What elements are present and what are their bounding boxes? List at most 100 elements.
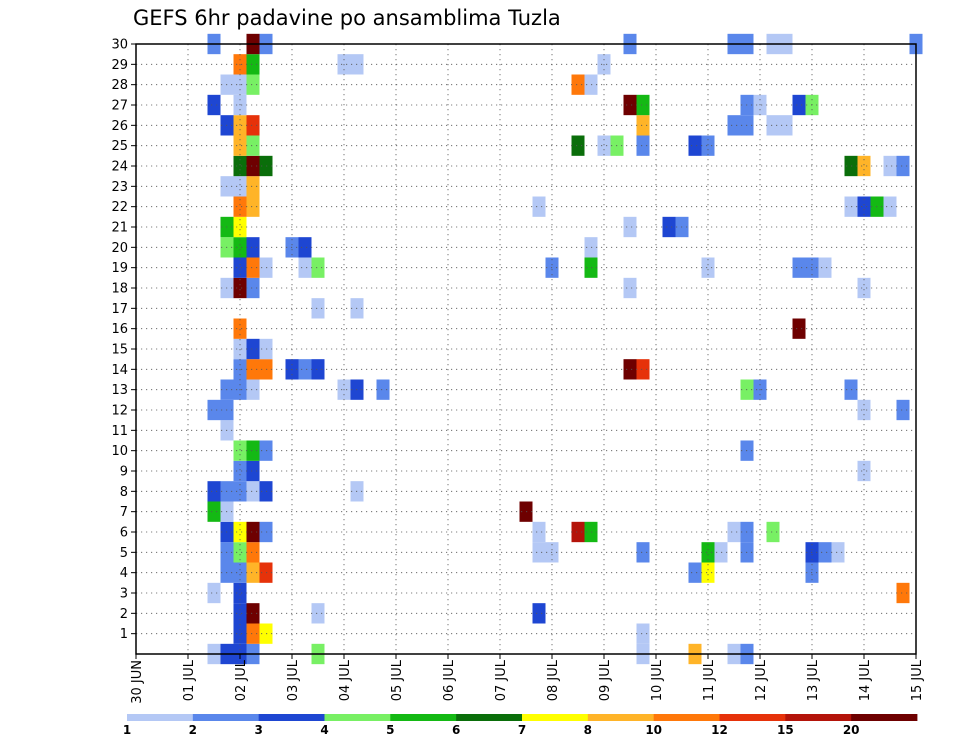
x-tick-label: 12 JUL bbox=[754, 659, 769, 701]
heatmap-cell bbox=[311, 359, 325, 380]
colorbar-swatch bbox=[258, 714, 325, 721]
heatmap-cell bbox=[597, 135, 611, 156]
y-tick-label: 15 bbox=[111, 343, 128, 358]
heatmap-cell bbox=[233, 542, 247, 563]
heatmap-cell bbox=[376, 379, 390, 400]
x-tick-label: 13 JUL bbox=[806, 659, 821, 701]
heatmap-cell bbox=[246, 481, 260, 502]
heatmap-cell bbox=[818, 542, 832, 563]
heatmap-cell bbox=[688, 562, 702, 583]
heatmap-cell bbox=[246, 359, 260, 380]
y-tick-label: 12 bbox=[111, 404, 128, 419]
x-tick-label: 07 JUL bbox=[494, 659, 509, 701]
heatmap-cell bbox=[883, 155, 897, 177]
y-tick-label: 13 bbox=[111, 383, 128, 398]
y-tick-label: 22 bbox=[111, 200, 128, 215]
heatmap-cell bbox=[233, 338, 247, 360]
colorbar-label: 5 bbox=[386, 723, 394, 737]
heatmap-cell bbox=[636, 623, 650, 644]
heatmap-cell bbox=[207, 501, 221, 522]
grid-lines bbox=[136, 44, 916, 654]
y-tick-label: 6 bbox=[120, 526, 128, 541]
colorbar-swatch bbox=[192, 714, 260, 721]
heatmap-cell bbox=[298, 359, 312, 380]
heatmap-cell bbox=[636, 94, 650, 116]
x-tick-label: 10 JUL bbox=[650, 659, 665, 701]
colorbar-label: 10 bbox=[645, 723, 662, 737]
y-tick-label: 7 bbox=[120, 505, 128, 520]
colorbar-label: 20 bbox=[843, 723, 860, 737]
heatmap-cell bbox=[532, 542, 546, 563]
heatmap-cell bbox=[701, 135, 715, 156]
heatmap-cell bbox=[532, 521, 546, 543]
heatmap-cell bbox=[246, 460, 260, 482]
colorbar-label: 1 bbox=[123, 723, 131, 737]
heatmap-cell bbox=[311, 298, 325, 319]
x-tick-label: 11 JUL bbox=[702, 659, 717, 701]
y-tick-label: 17 bbox=[111, 302, 128, 317]
heatmap-cell bbox=[233, 440, 247, 461]
heatmap-cell bbox=[792, 94, 806, 116]
heatmap-cell bbox=[233, 481, 247, 502]
heatmap-cell bbox=[701, 542, 715, 563]
heatmap-cell bbox=[207, 481, 221, 502]
x-tick-label: 30 JUN bbox=[130, 660, 145, 704]
y-tick-label: 10 bbox=[111, 444, 128, 459]
heatmap-cell bbox=[701, 562, 715, 583]
heatmap-cell bbox=[246, 440, 260, 461]
heatmap-cell bbox=[701, 257, 715, 278]
y-tick-label: 1 bbox=[120, 627, 128, 642]
y-tick-label: 9 bbox=[120, 465, 128, 480]
heatmap-cell bbox=[636, 135, 650, 156]
heatmap-cell bbox=[233, 115, 247, 136]
colorbar-swatch bbox=[851, 714, 918, 721]
colorbar-legend: 1 2 3 4 5 6 7 8 10 12 15 20 bbox=[123, 714, 918, 737]
heatmap-cell bbox=[623, 216, 637, 238]
x-axis: 30 JUN 01 JUL 02 JUL 03 JUL 04 JUL 05 JUL 06 J… bbox=[130, 654, 925, 704]
y-tick-label: 26 bbox=[111, 119, 128, 134]
heatmap-cell bbox=[857, 155, 871, 177]
heatmap-cell bbox=[233, 155, 247, 177]
x-tick-label: 03 JUL bbox=[286, 659, 301, 701]
x-tick-label: 02 JUL bbox=[234, 659, 249, 701]
colorbar-label: 4 bbox=[320, 723, 328, 737]
heatmap-cell bbox=[636, 359, 650, 380]
heatmap-cell bbox=[636, 542, 650, 563]
heatmap-cell bbox=[233, 277, 247, 299]
heatmap-cell bbox=[207, 399, 221, 421]
heatmap-cells bbox=[207, 33, 923, 665]
heatmap-cell bbox=[233, 196, 247, 217]
heatmap-cell bbox=[571, 74, 585, 95]
heatmap-cell bbox=[857, 277, 871, 299]
heatmap-cell bbox=[298, 237, 312, 258]
heatmap-cell bbox=[636, 115, 650, 136]
colorbar-swatch bbox=[785, 714, 852, 721]
heatmap-cell bbox=[246, 257, 260, 278]
x-tick-label: 14 JUL bbox=[858, 659, 873, 701]
heatmap-cell bbox=[883, 196, 897, 217]
x-tick-label: 06 JUL bbox=[442, 659, 457, 701]
heatmap-cell bbox=[233, 237, 247, 258]
heatmap-cell bbox=[246, 74, 260, 95]
heatmap-cell bbox=[818, 257, 832, 278]
y-tick-label: 23 bbox=[111, 180, 128, 195]
x-tick-label: 05 JUL bbox=[390, 659, 405, 701]
colorbar-swatch bbox=[653, 714, 720, 721]
colorbar-label: 3 bbox=[254, 723, 262, 737]
heatmap-cell bbox=[246, 176, 260, 197]
heatmap-cell bbox=[792, 318, 806, 339]
heatmap-cell bbox=[831, 542, 845, 563]
heatmap-cell bbox=[857, 460, 871, 482]
colorbar-swatch bbox=[127, 714, 194, 721]
heatmap-cell bbox=[207, 582, 221, 604]
heatmap-cell bbox=[246, 623, 260, 644]
heatmap-cell bbox=[246, 603, 260, 624]
y-tick-label: 3 bbox=[120, 587, 128, 602]
y-tick-label: 25 bbox=[111, 139, 128, 154]
colorbar-label: 2 bbox=[189, 723, 197, 737]
heatmap-cell bbox=[246, 338, 260, 360]
y-tick-label: 29 bbox=[111, 58, 128, 73]
heatmap-cell bbox=[207, 94, 221, 116]
heatmap-cell bbox=[896, 582, 910, 604]
heatmap-cell bbox=[623, 359, 637, 380]
